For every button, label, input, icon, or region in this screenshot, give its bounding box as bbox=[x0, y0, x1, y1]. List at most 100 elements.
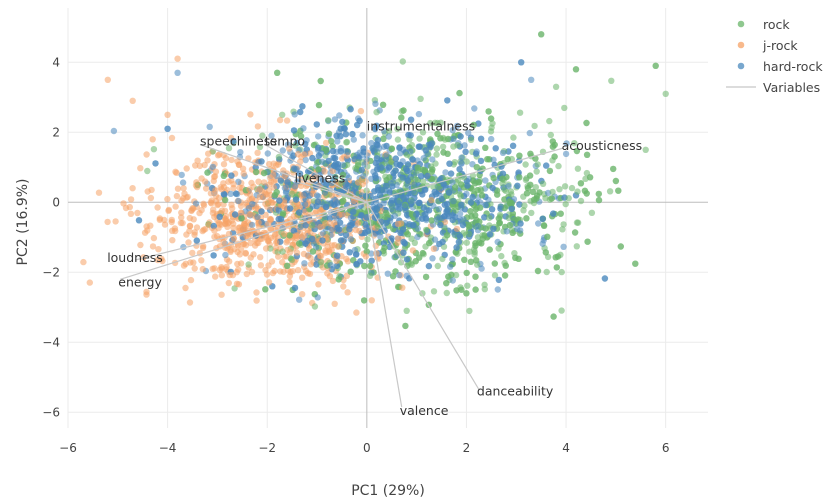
y-tick-label: −2 bbox=[42, 265, 60, 279]
point-rock bbox=[557, 210, 564, 217]
point-hard-rock bbox=[383, 219, 390, 227]
point-j-rock bbox=[149, 243, 157, 250]
point-hard-rock bbox=[231, 211, 239, 218]
legend-item-variables[interactable]: Variables bbox=[726, 80, 820, 95]
point-hard-rock bbox=[430, 202, 437, 210]
point-hard-rock bbox=[302, 156, 309, 164]
point-hard-rock bbox=[422, 186, 429, 193]
point-j-rock bbox=[214, 152, 222, 159]
point-hard-rock bbox=[374, 186, 382, 194]
point-hard-rock bbox=[444, 97, 451, 104]
legend[interactable]: rock j-rock hard-rock Variables bbox=[726, 17, 823, 95]
point-j-rock bbox=[236, 251, 244, 258]
point-hard-rock bbox=[422, 211, 429, 218]
point-j-rock bbox=[169, 237, 176, 244]
point-rock bbox=[490, 174, 497, 182]
point-j-rock bbox=[270, 178, 277, 185]
point-rock bbox=[262, 286, 269, 293]
point-j-rock bbox=[199, 265, 206, 273]
point-j-rock bbox=[362, 253, 370, 260]
point-rock bbox=[617, 243, 624, 250]
point-j-rock bbox=[237, 202, 245, 210]
point-hard-rock bbox=[193, 237, 200, 244]
point-j-rock bbox=[199, 227, 206, 235]
point-j-rock bbox=[268, 258, 276, 265]
point-j-rock bbox=[212, 192, 220, 200]
point-rock bbox=[552, 254, 559, 261]
point-hard-rock bbox=[563, 140, 570, 147]
x-tick-label: −4 bbox=[159, 441, 177, 455]
point-rock bbox=[489, 120, 496, 127]
point-j-rock bbox=[137, 165, 144, 172]
point-rock bbox=[484, 156, 491, 163]
x-tick-label: 2 bbox=[463, 441, 471, 455]
point-hard-rock bbox=[384, 270, 391, 277]
point-hard-rock bbox=[509, 142, 517, 149]
point-hard-rock bbox=[301, 260, 308, 267]
point-j-rock bbox=[328, 192, 335, 199]
point-hard-rock bbox=[449, 179, 456, 186]
point-j-rock bbox=[263, 234, 270, 241]
point-hard-rock bbox=[222, 251, 229, 259]
point-j-rock bbox=[322, 139, 330, 147]
point-j-rock bbox=[237, 209, 245, 216]
point-hard-rock bbox=[135, 217, 143, 224]
point-rock bbox=[642, 146, 649, 153]
point-hard-rock bbox=[445, 189, 453, 196]
point-j-rock bbox=[154, 204, 161, 211]
point-rock bbox=[419, 178, 427, 185]
point-hard-rock bbox=[431, 236, 439, 243]
point-rock bbox=[467, 136, 475, 143]
point-j-rock bbox=[86, 279, 94, 286]
point-hard-rock bbox=[329, 148, 337, 155]
point-j-rock bbox=[257, 254, 264, 261]
point-hard-rock bbox=[333, 199, 341, 206]
point-rock bbox=[557, 251, 564, 258]
point-rock bbox=[253, 168, 260, 176]
point-j-rock bbox=[194, 183, 201, 191]
point-j-rock bbox=[212, 273, 219, 280]
point-j-rock bbox=[271, 267, 278, 275]
point-hard-rock bbox=[443, 209, 450, 216]
point-j-rock bbox=[334, 243, 342, 250]
point-rock bbox=[433, 151, 440, 158]
point-hard-rock bbox=[349, 130, 356, 138]
point-rock bbox=[485, 108, 492, 115]
point-rock bbox=[329, 143, 336, 150]
point-rock bbox=[426, 239, 433, 247]
point-j-rock bbox=[265, 279, 273, 286]
point-hard-rock bbox=[345, 174, 352, 181]
point-rock bbox=[501, 259, 508, 267]
point-hard-rock bbox=[209, 163, 217, 171]
point-rock bbox=[303, 173, 310, 181]
point-j-rock bbox=[317, 223, 324, 231]
point-rock bbox=[279, 210, 287, 217]
legend-item-rock[interactable]: rock bbox=[737, 17, 791, 32]
x-tick-label: 0 bbox=[363, 441, 371, 455]
point-rock bbox=[571, 140, 578, 147]
point-j-rock bbox=[267, 216, 274, 224]
point-rock bbox=[520, 207, 527, 214]
point-rock bbox=[308, 221, 316, 229]
point-hard-rock bbox=[403, 211, 411, 218]
point-hard-rock bbox=[302, 190, 309, 197]
point-hard-rock bbox=[319, 158, 326, 165]
point-j-rock bbox=[248, 268, 256, 276]
vector-label-speechiness: speechiness bbox=[200, 134, 277, 149]
point-rock bbox=[506, 222, 514, 229]
point-hard-rock bbox=[416, 199, 423, 206]
legend-item-j-rock[interactable]: j-rock bbox=[737, 38, 799, 53]
point-j-rock bbox=[198, 257, 205, 264]
point-j-rock bbox=[164, 111, 171, 119]
point-rock bbox=[274, 69, 281, 77]
point-hard-rock bbox=[362, 193, 370, 200]
point-rock bbox=[511, 250, 518, 257]
point-rock bbox=[473, 216, 480, 224]
legend-item-hard-rock[interactable]: hard-rock bbox=[737, 59, 824, 74]
point-hard-rock bbox=[539, 215, 546, 222]
point-j-rock bbox=[148, 186, 155, 194]
point-rock bbox=[464, 221, 472, 228]
point-hard-rock bbox=[419, 191, 426, 198]
point-hard-rock bbox=[210, 252, 217, 259]
x-tick-label: 6 bbox=[662, 441, 670, 455]
